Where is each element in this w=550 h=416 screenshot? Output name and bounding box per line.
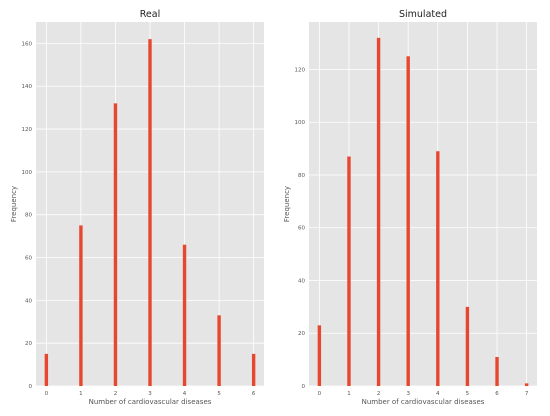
y-tick-label: 20 — [298, 331, 305, 337]
x-tick-label: 1 — [347, 391, 351, 397]
y-tick-label: 0 — [302, 384, 306, 390]
y-tick-label: 0 — [29, 384, 33, 390]
bar-simulated-1 — [347, 156, 351, 386]
bar-simulated-7 — [524, 383, 529, 386]
bar-real-5 — [217, 315, 221, 386]
y-tick-label: 40 — [298, 278, 305, 284]
y-tick-label: 160 — [22, 41, 33, 47]
y-tick-label: 20 — [25, 341, 32, 347]
x-tick-label: 3 — [406, 391, 410, 397]
y-tick-label: 40 — [25, 298, 32, 304]
bar-real-1 — [79, 225, 83, 386]
chart-title-simulated: Simulated — [399, 9, 447, 20]
bar-real-6 — [251, 353, 256, 386]
y-tick-label: 60 — [25, 256, 32, 262]
x-tick-label: 0 — [318, 391, 322, 397]
x-tick-label: 4 — [436, 391, 440, 397]
x-tick-label: 5 — [466, 391, 470, 397]
bar-real-2 — [113, 103, 118, 386]
y-tick-label: 60 — [298, 226, 305, 232]
x-tick-label: 6 — [495, 391, 499, 397]
x-tick-label: 2 — [377, 391, 381, 397]
bar-real-0 — [44, 353, 49, 386]
x-tick-label: 5 — [217, 391, 221, 397]
ticks-simulated: 0 20 40 60 80 100 120 0 1 2 3 4 5 6 7 — [295, 67, 529, 397]
ticks-real: 0 20 40 60 80 100 120 140 160 0 1 2 3 4 5 6 — [22, 41, 256, 397]
x-tick-label: 0 — [45, 391, 49, 397]
x-axis-label-simulated: Number of cardiovascular diseases — [362, 398, 485, 406]
y-tick-label: 100 — [22, 170, 33, 176]
x-tick-label: 2 — [114, 391, 118, 397]
y-axis-label-simulated: Frequency — [283, 186, 291, 222]
x-tick-label: 3 — [148, 391, 152, 397]
chart-real: 0 20 40 60 80 100 120 140 160 0 1 2 3 4 5 6 Real Number… — [10, 9, 264, 406]
bar-simulated-4 — [436, 151, 440, 386]
y-tick-label: 120 — [295, 67, 306, 73]
x-tick-label: 6 — [252, 391, 256, 397]
bar-simulated-3 — [406, 56, 410, 386]
bar-simulated-6 — [495, 356, 499, 386]
y-axis-label-real: Frequency — [10, 186, 18, 222]
chart-simulated: 0 20 40 60 80 100 120 0 1 2 3 4 5 6 7 Simulated Number… — [283, 9, 537, 406]
bar-simulated-2 — [376, 37, 381, 387]
y-tick-label: 80 — [25, 213, 32, 219]
y-tick-label: 80 — [298, 173, 305, 179]
bar-real-4 — [182, 244, 187, 386]
x-tick-label: 4 — [183, 391, 187, 397]
bar-simulated-0 — [317, 325, 322, 386]
bars-real — [44, 39, 256, 386]
x-tick-label: 1 — [79, 391, 83, 397]
bar-simulated-5 — [465, 306, 470, 386]
bars-simulated — [317, 37, 529, 387]
chart-title-real: Real — [140, 9, 160, 20]
plot-area-simulated — [309, 22, 537, 386]
x-axis-label-real: Number of cardiovascular diseases — [89, 398, 212, 406]
bar-real-3 — [148, 39, 152, 386]
y-tick-label: 120 — [22, 127, 33, 133]
x-tick-label: 7 — [525, 391, 529, 397]
y-tick-label: 100 — [295, 120, 306, 126]
y-tick-label: 140 — [22, 84, 33, 90]
